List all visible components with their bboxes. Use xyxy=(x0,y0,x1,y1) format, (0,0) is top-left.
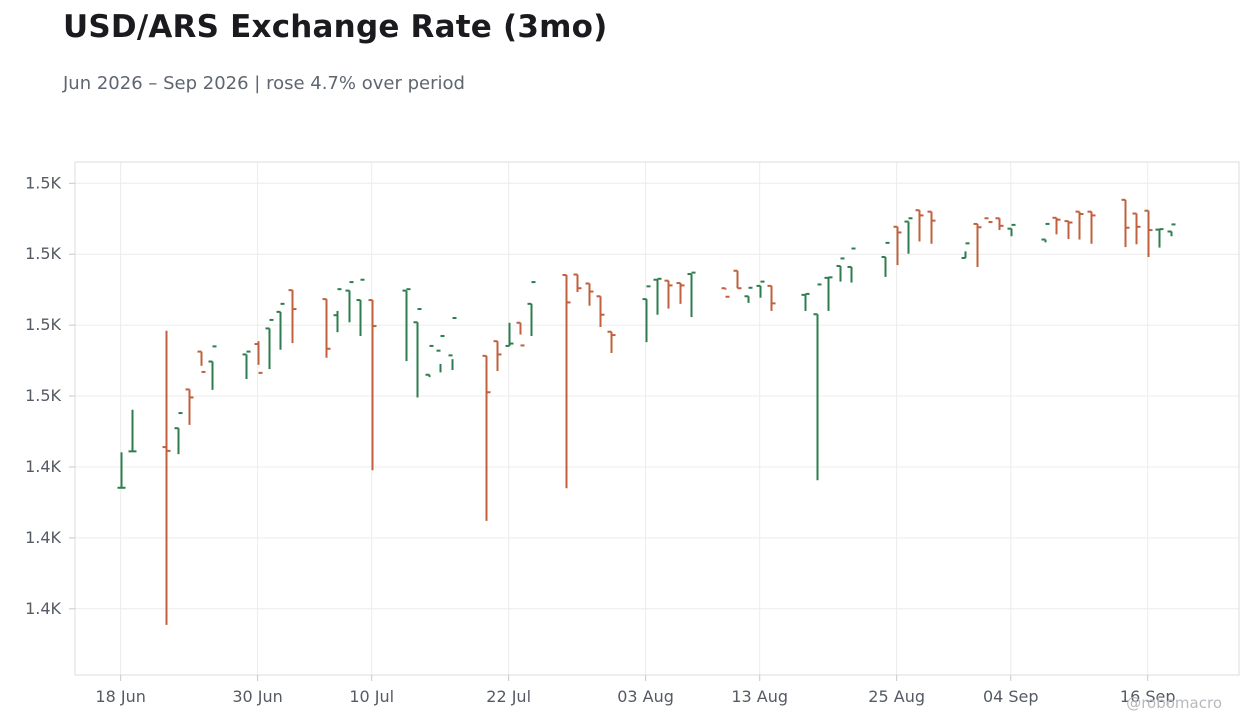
ohlc-bar xyxy=(117,452,126,489)
ohlc-bar xyxy=(836,257,845,282)
ohlc-bar xyxy=(505,322,514,347)
plot-frame xyxy=(74,161,1240,676)
ohlc-bar xyxy=(744,286,753,303)
ohlc-bar xyxy=(813,283,822,481)
y-tick-label: 1.5K xyxy=(25,244,61,263)
ohlc-bar xyxy=(995,217,1004,231)
ohlc-bar xyxy=(402,288,411,362)
ohlc-bar xyxy=(562,274,571,489)
ohlc-bar xyxy=(881,241,890,277)
ohlc-bar xyxy=(1132,212,1141,245)
ohlc-bar xyxy=(927,210,936,244)
x-tick-label: 22 Jul xyxy=(486,687,531,706)
ohlc-bar xyxy=(493,340,502,371)
ohlc-bar xyxy=(733,269,742,290)
ohlc-bar xyxy=(1144,209,1153,258)
ohlc-bar xyxy=(1075,210,1084,240)
ohlc-bar xyxy=(368,299,377,471)
ohlc-bar xyxy=(1155,228,1164,248)
ohlc-bar xyxy=(1121,198,1130,248)
ohlc-bar xyxy=(1087,210,1096,244)
ohlc-bar xyxy=(687,271,696,318)
x-tick-label: 30 Jun xyxy=(232,687,282,706)
ohlc-bar xyxy=(174,412,183,455)
ohlc-bar xyxy=(333,288,342,333)
chart-title: USD/ARS Exchange Rate (3mo) xyxy=(63,9,608,45)
x-tick-label: 18 Jun xyxy=(95,687,145,706)
y-tick-label: 1.4K xyxy=(25,599,61,618)
ohlc-bar xyxy=(162,330,171,625)
grid-lines xyxy=(75,162,1239,675)
y-axis: 1.4K 1.4K 1.4K 1.5K 1.5K 1.5K 1.5K xyxy=(25,173,75,618)
ohlc-bar xyxy=(436,334,445,373)
x-tick-label: 13 Aug xyxy=(731,687,788,706)
ohlc-bar xyxy=(893,225,902,266)
y-tick-label: 1.4K xyxy=(25,457,61,476)
ohlc-bar xyxy=(345,281,354,323)
ohlc-bar xyxy=(242,350,251,380)
ohlc-bar xyxy=(516,321,525,347)
ohlc-bar xyxy=(721,287,730,298)
ohlc-bar xyxy=(413,308,422,398)
ohlc-bar xyxy=(573,273,582,293)
ohlc-bar xyxy=(756,280,765,298)
ohlc-bar xyxy=(1167,223,1176,237)
ohlc-bar xyxy=(767,284,776,311)
ohlc-bar xyxy=(322,298,331,358)
ohlc-bar xyxy=(642,285,651,343)
ohlc-bar xyxy=(596,295,605,328)
ohlc-bar xyxy=(801,292,810,311)
ohlc-bar xyxy=(1007,223,1016,237)
ohlc-bar xyxy=(288,289,297,344)
ohlc-bar xyxy=(265,318,274,370)
ohlc-bar xyxy=(425,344,434,378)
ohlc-bar xyxy=(1052,216,1061,235)
ohlc-bar xyxy=(128,409,137,453)
x-axis: 18 Jun 30 Jun 10 Jul 22 Jul 03 Aug 13 Aug 25 A… xyxy=(95,675,1176,706)
ohlc-bar xyxy=(1064,220,1073,240)
ohlc-bar xyxy=(961,242,970,259)
x-tick-label: 16 Sep xyxy=(1120,687,1176,706)
ohlc-bar xyxy=(208,345,217,390)
ohlc-bar xyxy=(676,282,685,304)
y-tick-label: 1.5K xyxy=(25,315,61,334)
ohlc-bar xyxy=(824,276,833,311)
ohlc-bar xyxy=(254,341,263,374)
x-tick-label: 03 Aug xyxy=(617,687,674,706)
ohlc-bar xyxy=(984,217,993,224)
ohlc-bar xyxy=(448,317,457,371)
y-tick-label: 1.5K xyxy=(25,386,61,405)
ohlc-bar xyxy=(276,302,285,350)
y-tick-label: 1.4K xyxy=(25,528,61,547)
x-tick-label: 04 Sep xyxy=(983,687,1039,706)
x-tick-label: 10 Jul xyxy=(349,687,394,706)
ohlc-bar xyxy=(653,277,662,315)
ohlc-bar xyxy=(915,209,924,242)
chart-subtitle: Jun 2026 – Sep 2026 | rose 4.7% over per… xyxy=(63,73,465,94)
ohlc-bar xyxy=(1041,222,1050,243)
ohlc-bars xyxy=(117,198,1176,625)
watermark: @robomacro xyxy=(1126,694,1222,712)
ohlc-bar xyxy=(973,222,982,267)
ohlc-bar xyxy=(482,354,491,521)
ohlc-bar xyxy=(607,330,616,354)
ohlc-bar xyxy=(664,279,673,309)
x-tick-label: 25 Aug xyxy=(868,687,925,706)
ohlc-bar xyxy=(847,247,856,283)
y-tick-label: 1.5K xyxy=(25,173,61,192)
ohlc-bar xyxy=(904,217,913,254)
ohlc-bar xyxy=(185,388,194,425)
ohlc-bar xyxy=(527,281,536,336)
ohlc-bar xyxy=(356,278,365,336)
ohlc-bar xyxy=(197,350,206,373)
ohlc-bar xyxy=(585,282,594,306)
